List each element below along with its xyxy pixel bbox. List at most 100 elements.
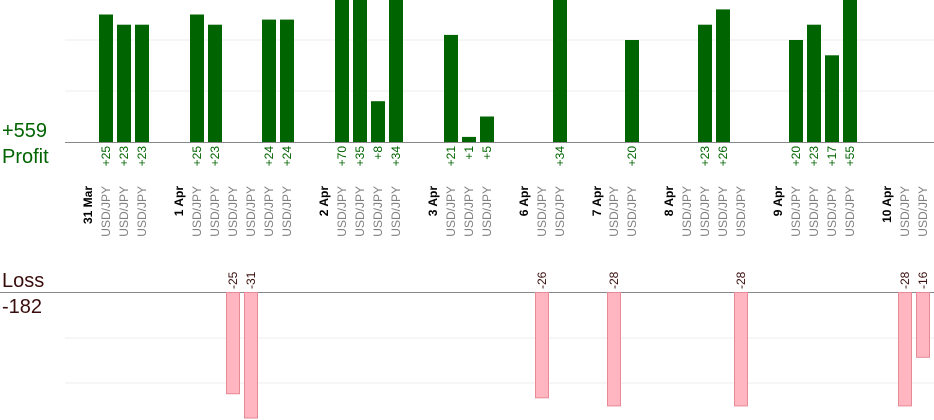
- loss-label: Loss: [2, 270, 44, 292]
- pair-label: USD/JPY: [462, 186, 476, 237]
- loss-bar: [916, 292, 930, 358]
- profit-bar: [444, 34, 458, 142]
- loss-bar: [607, 292, 621, 407]
- profit-bar: [371, 101, 385, 142]
- profit-value-label: +23: [117, 146, 131, 167]
- pair-label: USD/JPY: [99, 186, 113, 237]
- date-label: 6 Apr: [517, 186, 531, 217]
- pair-label: USD/JPY: [371, 186, 385, 237]
- loss-value-label: -16: [916, 271, 930, 289]
- profit-bar: [462, 136, 476, 142]
- profit-value-label: +34: [553, 146, 567, 167]
- profit-value-label: +23: [135, 146, 149, 167]
- profit-value-label: +34: [389, 146, 403, 167]
- pair-label: USD/JPY: [208, 186, 222, 237]
- profit-value-label: +23: [208, 146, 222, 167]
- profit-value-label: +23: [698, 146, 712, 167]
- pair-label: USD/JPY: [607, 186, 621, 237]
- profit-bar: [807, 24, 821, 143]
- pair-label: USD/JPY: [698, 186, 712, 237]
- profit-bar: [99, 14, 113, 142]
- pair-label: USD/JPY: [389, 186, 403, 237]
- pair-label: USD/JPY: [825, 186, 839, 237]
- loss-bar: [898, 292, 912, 407]
- profit-bar: [698, 24, 712, 143]
- loss-value-label: -28: [898, 271, 912, 289]
- loss-bar: [226, 292, 240, 395]
- profit-value-label: +25: [190, 146, 204, 167]
- profit-value-label: +21: [444, 146, 458, 167]
- pair-label: USD/JPY: [444, 186, 458, 237]
- loss-value-label: -31: [244, 271, 258, 289]
- bars: [99, 0, 930, 419]
- pair-label: USD/JPY: [480, 186, 494, 237]
- date-label: 3 Apr: [426, 186, 440, 217]
- profit-bar: [190, 14, 204, 142]
- date-label: 1 Apr: [172, 186, 186, 217]
- pair-label: USD/JPY: [262, 186, 276, 237]
- date-label: 2 Apr: [317, 186, 331, 217]
- pair-label: USD/JPY: [190, 186, 204, 237]
- loss-bar: [535, 292, 549, 399]
- profit-value-label: +55: [843, 146, 857, 167]
- profit-value-label: +20: [789, 146, 803, 167]
- loss-value-label: -25: [226, 271, 240, 289]
- profit-bar: [625, 40, 639, 142]
- loss-bar: [734, 292, 748, 407]
- profit-bar: [280, 19, 294, 143]
- loss-value-label: -26: [535, 271, 549, 289]
- pair-label: USD/JPY: [280, 186, 294, 237]
- profit-label: Profit: [2, 146, 49, 168]
- profit-bar: [353, 0, 367, 142]
- profit-value-label: +35: [353, 146, 367, 167]
- pair-label: USD/JPY: [734, 186, 748, 237]
- profit-value-label: +26: [716, 146, 730, 167]
- profit-bar: [843, 0, 857, 142]
- profit-value-label: +24: [262, 146, 276, 167]
- profit-bar: [553, 0, 567, 142]
- profit-total: +559: [2, 120, 47, 142]
- labels: 31 Mar 1 Apr 2 Apr 3 Apr 6 Apr 7 Apr 8 Apr 9 Ap…: [81, 146, 930, 289]
- profit-value-label: +8: [371, 146, 385, 160]
- profit-value-label: +1: [462, 146, 476, 160]
- profit-bar: [335, 0, 349, 142]
- loss-total: -182: [2, 296, 42, 318]
- pair-label: USD/JPY: [898, 186, 912, 237]
- pair-label: USD/JPY: [226, 186, 240, 237]
- loss-value-label: -28: [734, 271, 748, 289]
- date-label: 7 Apr: [590, 186, 604, 217]
- profit-bar: [716, 9, 730, 143]
- profit-bar: [789, 40, 803, 142]
- profit-bar: [117, 24, 131, 143]
- pair-label: USD/JPY: [680, 186, 694, 237]
- profit-value-label: +5: [480, 146, 494, 160]
- pair-label: USD/JPY: [553, 186, 567, 237]
- date-label: 31 Mar: [81, 186, 95, 224]
- loss-value-label: -28: [607, 271, 621, 289]
- profit-value-label: +24: [280, 146, 294, 167]
- pair-label: USD/JPY: [335, 186, 349, 237]
- pair-label: USD/JPY: [353, 186, 367, 237]
- date-label: 9 Apr: [771, 186, 785, 217]
- pair-label: USD/JPY: [117, 186, 131, 237]
- pair-label: USD/JPY: [625, 186, 639, 237]
- profit-bar: [389, 0, 403, 142]
- profit-bar: [208, 24, 222, 143]
- pair-label: USD/JPY: [535, 186, 549, 237]
- loss-bar: [244, 292, 258, 419]
- pair-label: USD/JPY: [807, 186, 821, 237]
- profit-value-label: +23: [807, 146, 821, 167]
- profit-value-label: +20: [625, 146, 639, 167]
- profit-bar: [262, 19, 276, 143]
- pair-label: USD/JPY: [843, 186, 857, 237]
- profit-value-label: +70: [335, 146, 349, 167]
- profit-bar: [825, 55, 839, 142]
- profit-bar: [135, 24, 149, 143]
- date-label: 8 Apr: [662, 186, 676, 217]
- pair-label: USD/JPY: [916, 186, 930, 237]
- pair-label: USD/JPY: [135, 186, 149, 237]
- pair-label: USD/JPY: [789, 186, 803, 237]
- profit-bar: [480, 116, 494, 142]
- profit-value-label: +17: [825, 146, 839, 167]
